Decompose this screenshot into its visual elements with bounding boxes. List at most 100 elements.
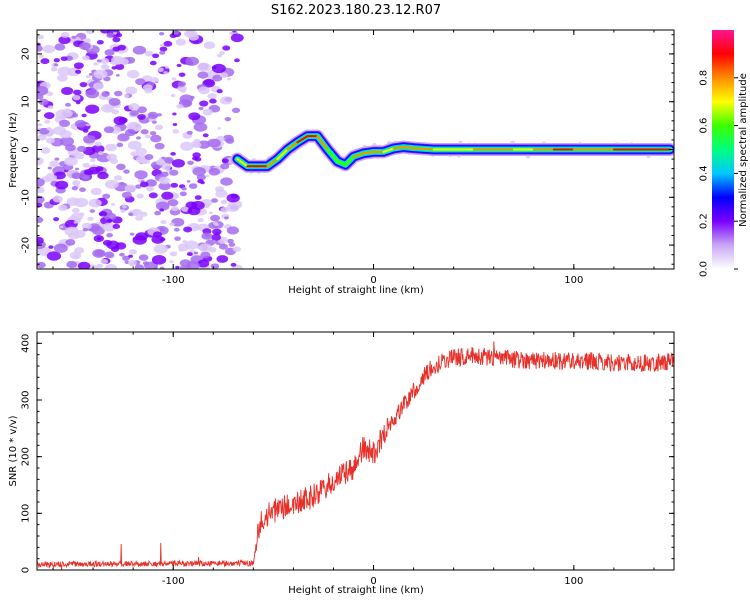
spectrogram-ytick-label: 0: [21, 146, 32, 152]
noise-blob: [158, 176, 171, 185]
noise-blob: [158, 31, 165, 36]
noise-blob: [102, 193, 111, 199]
noise-blob: [220, 199, 228, 205]
noise-blob: [110, 202, 116, 207]
noise-blob: [117, 133, 130, 142]
noise-blob: [74, 119, 87, 128]
noise-blob: [79, 42, 91, 50]
noise-blob: [169, 251, 178, 257]
noise-blob: [79, 187, 86, 193]
noise-blob: [59, 225, 64, 229]
noise-blob: [140, 129, 149, 135]
snr-ytick-label: 300: [21, 390, 32, 409]
noise-blob: [163, 71, 168, 75]
noise-blob: [97, 151, 104, 155]
ridge-segment: [352, 152, 365, 158]
noise-blob: [231, 107, 241, 114]
noise-blob: [89, 209, 96, 213]
noise-blob: [230, 262, 237, 267]
spectrogram-ytick-label: -20: [21, 237, 32, 253]
noise-blob: [85, 123, 91, 127]
noise-blob: [120, 209, 126, 213]
noise-blob: [73, 62, 84, 69]
noise-blob: [100, 64, 110, 70]
noise-blob: [46, 127, 52, 131]
noise-blob: [37, 94, 44, 100]
noise-blob: [173, 227, 180, 232]
noise-blob: [37, 177, 45, 187]
noise-blob: [210, 263, 220, 269]
noise-blob: [53, 63, 58, 67]
noise-blob: [135, 184, 142, 189]
colorbar: 0.0 0.2 0.4 0.6 0.8 Normalized spectral ampl…: [699, 30, 749, 277]
noise-blob: [170, 151, 176, 156]
noise-blob: [155, 159, 166, 166]
noise-blob: [113, 116, 127, 125]
ridge-segment: [286, 141, 299, 151]
spectrogram-xtick-label: -100: [162, 275, 185, 286]
noise-blob: [218, 243, 228, 250]
noise-blob: [215, 186, 225, 193]
noise-blob: [71, 207, 80, 214]
noise-blob: [228, 242, 236, 247]
noise-blob: [144, 50, 154, 57]
noise-blob: [44, 112, 55, 120]
colorbar-tick-label: 0.2: [699, 213, 710, 229]
noise-blob: [199, 100, 209, 107]
noise-blob: [59, 119, 71, 128]
noise-blob: [151, 235, 165, 244]
noise-blob: [111, 55, 125, 65]
noise-blob: [197, 140, 211, 149]
noise-blob: [121, 191, 132, 199]
noise-blob: [135, 215, 143, 221]
noise-blob: [71, 172, 82, 180]
noise-blob: [188, 183, 198, 189]
noise-blob: [207, 138, 221, 148]
colorbar-tick-label: 0.8: [699, 70, 710, 86]
snr-frame: [36, 331, 675, 571]
ridge-segment: [266, 158, 279, 168]
noise-blob: [88, 72, 94, 76]
noise-blob: [82, 55, 90, 61]
noise-blob: [188, 33, 200, 41]
noise-blob: [73, 152, 85, 160]
noise-blob: [100, 258, 109, 265]
noise-blob: [55, 180, 69, 190]
noise-blob: [46, 91, 54, 97]
noise-blob: [97, 171, 109, 180]
noise-blob: [220, 177, 233, 186]
noise-blob: [159, 208, 165, 212]
noise-blob: [104, 251, 115, 259]
noise-blob: [85, 89, 100, 99]
noise-blob: [144, 154, 154, 160]
noise-blob: [65, 102, 71, 107]
noise-blob: [181, 186, 187, 191]
noise-blob: [71, 35, 77, 39]
noise-blob: [92, 82, 104, 90]
noise-blob: [73, 89, 82, 96]
noise-blob: [205, 174, 210, 178]
noise-blob: [72, 180, 81, 186]
noise-blob: [90, 158, 96, 163]
noise-blob: [147, 111, 159, 120]
noise-blob: [152, 53, 160, 59]
noise-blob: [165, 66, 169, 69]
noise-blob: [193, 251, 199, 255]
noise-blob: [178, 72, 186, 77]
noise-blob: [144, 134, 151, 139]
noise-blob: [37, 186, 45, 194]
noise-blob: [106, 32, 114, 38]
noise-blob: [54, 43, 66, 51]
noise-blob: [169, 222, 175, 227]
noise-blob: [85, 30, 95, 34]
spectrogram-ytick-label: -10: [21, 189, 32, 205]
noise-blob: [65, 239, 76, 246]
noise-blob: [77, 261, 91, 269]
noise-blob: [44, 119, 51, 124]
noise-blob: [208, 211, 214, 215]
noise-blob: [194, 156, 202, 162]
noise-blob: [198, 243, 212, 253]
noise-blob: [154, 266, 158, 269]
noise-blob: [70, 212, 84, 221]
